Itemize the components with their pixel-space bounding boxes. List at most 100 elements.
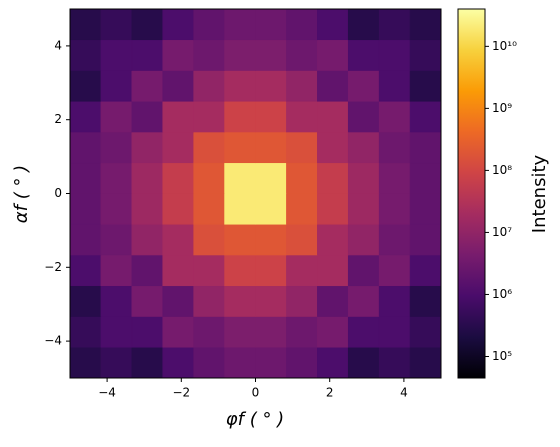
heatmap-cell (378, 193, 411, 225)
heatmap-cell (317, 162, 349, 194)
heatmap-cell (193, 131, 225, 164)
heatmap-cell (162, 254, 194, 287)
colorbar-tick-label: 10⁷ (492, 225, 512, 239)
heatmap-cell (100, 39, 133, 71)
heatmap-cell (70, 285, 102, 317)
heatmap-cell (286, 316, 318, 348)
x-tick-label: −2 (172, 386, 190, 400)
heatmap-cell (255, 100, 287, 133)
heatmap-cell (378, 9, 411, 41)
heatmap-cell (286, 223, 318, 256)
heatmap-cell (286, 9, 318, 41)
heatmap-cell (347, 285, 380, 317)
x-tick-label: 0 (252, 386, 260, 400)
heatmap-cell (100, 285, 133, 317)
heatmap-cell (224, 316, 256, 348)
heatmap-cell (317, 39, 349, 71)
heatmap-cell (100, 100, 133, 133)
heatmap-cell (162, 70, 194, 102)
heatmap-cell (317, 346, 349, 378)
heatmap-cell (317, 100, 349, 133)
heatmap-cell (378, 346, 411, 378)
heatmap-cell (286, 100, 318, 133)
heatmap-cell (131, 162, 164, 194)
heatmap-cell (162, 316, 194, 348)
heatmap-cell (255, 316, 287, 348)
heatmap-cell (70, 346, 102, 378)
heatmap-cell (193, 254, 225, 287)
heatmap-cell (347, 70, 380, 102)
heatmap-cell (286, 162, 318, 194)
heatmap-cell (409, 193, 441, 225)
heatmap-cell (224, 223, 256, 256)
heatmap-cell (162, 193, 194, 225)
x-tick-label: 2 (326, 386, 334, 400)
heatmap-cell (193, 39, 225, 71)
heatmap-cell (255, 193, 287, 225)
colorbar-label: Intensity (529, 154, 550, 233)
heatmap-cell (255, 70, 287, 102)
heatmap-cell (224, 9, 256, 41)
colorbar-tick-label: 10⁸ (492, 163, 512, 177)
heatmap-cell (224, 162, 256, 194)
heatmap-cell (286, 70, 318, 102)
x-tick-label: 4 (400, 386, 408, 400)
heatmap-cell (255, 285, 287, 317)
heatmap-cell (131, 346, 164, 378)
heatmap-cell (224, 100, 256, 133)
heatmap-cell (317, 223, 349, 256)
heatmap-cell (70, 39, 102, 71)
heatmap-cell (317, 9, 349, 41)
heatmap-cell (131, 70, 164, 102)
heatmap-cell (286, 285, 318, 317)
heatmap-cell (193, 9, 225, 41)
heatmap-cell (100, 162, 133, 194)
heatmap-cell (193, 70, 225, 102)
heatmap-cell (224, 193, 256, 225)
heatmap-cell (409, 70, 441, 102)
heatmap-cell (409, 162, 441, 194)
heatmap-cell (162, 162, 194, 194)
heatmap-cell (347, 9, 380, 41)
heatmap-cell (255, 162, 287, 194)
y-tick-label: −4 (44, 334, 62, 348)
colorbar-tick-label: 10⁹ (492, 101, 512, 115)
heatmap-cell (409, 316, 441, 348)
heatmap-cell (224, 346, 256, 378)
heatmap-cell (255, 254, 287, 287)
y-tick-label: 4 (54, 38, 62, 52)
heatmap-cell (100, 70, 133, 102)
heatmap-cell (255, 223, 287, 256)
heatmap-cell (317, 316, 349, 348)
heatmap-cell (70, 193, 102, 225)
heatmap-cell (347, 346, 380, 378)
heatmap-cell (162, 9, 194, 41)
heatmap-cell (317, 70, 349, 102)
heatmap-cell (193, 223, 225, 256)
heatmap-cell (224, 70, 256, 102)
heatmap-cell (162, 39, 194, 71)
y-tick-label: −2 (44, 260, 62, 274)
heatmap-cell (70, 162, 102, 194)
heatmap-cell (255, 9, 287, 41)
heatmap-cell (317, 254, 349, 287)
heatmap-cell (162, 285, 194, 317)
heatmap-cell (286, 254, 318, 287)
heatmap-cell (286, 39, 318, 71)
heatmap-cell (193, 346, 225, 378)
heatmap-cell (100, 193, 133, 225)
heatmap-cell (347, 316, 380, 348)
heatmap-cell (317, 131, 349, 164)
heatmap-cell (255, 39, 287, 71)
heatmap-cell (100, 223, 133, 256)
heatmap-cell (193, 193, 225, 225)
heatmap-cell (317, 193, 349, 225)
heatmap-cell (347, 254, 380, 287)
heatmap-cell (409, 100, 441, 133)
heatmap-cell (347, 131, 380, 164)
heatmap-cell (193, 316, 225, 348)
heatmap-cell (131, 254, 164, 287)
heatmap-cell (286, 346, 318, 378)
heatmap-cell (347, 193, 380, 225)
heatmap-cell (347, 100, 380, 133)
